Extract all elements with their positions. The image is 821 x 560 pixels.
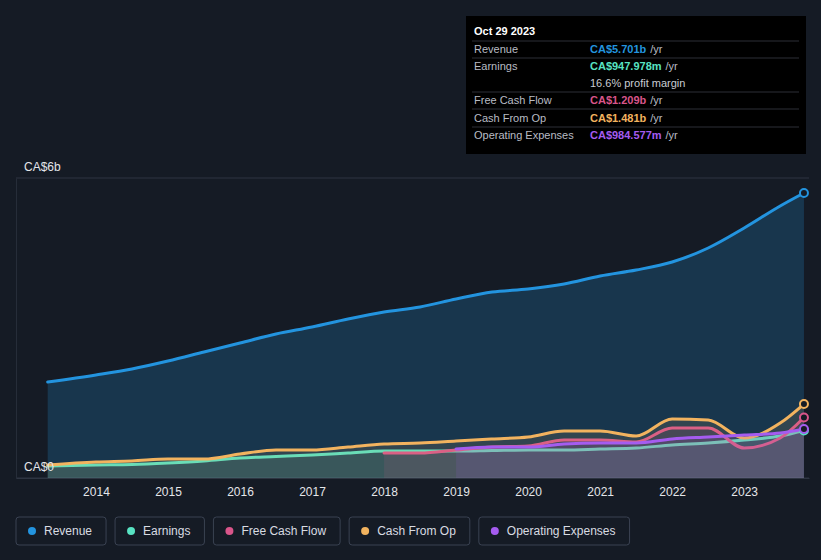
legend-label: Cash From Op [377, 524, 456, 538]
x-tick: 2020 [515, 478, 542, 499]
x-axis-line [17, 478, 810, 479]
tooltip-unit: /yr [650, 112, 663, 124]
grid-line [16, 178, 809, 179]
legend-swatch [127, 527, 135, 535]
x-tick: 2019 [443, 478, 470, 499]
plot-area [48, 189, 808, 478]
x-tick-label: 2018 [371, 485, 398, 499]
tooltip-separator [472, 92, 799, 93]
y-tick-label: CA$0 [24, 460, 54, 474]
legend-button[interactable] [115, 517, 204, 545]
tooltip-label: Operating Expenses [474, 129, 574, 141]
legend-item[interactable]: Operating Expenses [479, 517, 630, 545]
tooltip-value: CA$1.481b/yr [590, 112, 663, 124]
tooltip-unit: /yr [650, 43, 663, 55]
tooltip-label: Earnings [474, 60, 518, 72]
chart: 2014 2015 2016 2017 2018 2019 2020 2021 2022 2023… [0, 0, 821, 560]
legend-label: Free Cash Flow [241, 524, 326, 538]
x-tick-label: 2016 [227, 485, 254, 499]
tooltip-label: Cash From Op [474, 112, 546, 124]
end-marker [800, 400, 808, 408]
legend: Revenue Earnings Free Cash Flow Cash From O… [16, 517, 630, 545]
x-tick-label: 2017 [299, 485, 326, 499]
x-tick-label: 2015 [155, 485, 182, 499]
x-tick: 2015 [155, 478, 182, 499]
x-tick: 2023 [731, 478, 758, 499]
legend-button[interactable] [479, 517, 630, 545]
legend-button[interactable] [213, 517, 340, 545]
legend-item[interactable]: Earnings [115, 517, 204, 545]
x-tick-label: 2014 [83, 485, 110, 499]
tooltip-separator [472, 127, 799, 128]
tooltip-unit: /yr [666, 129, 679, 141]
end-marker [800, 189, 808, 197]
tooltip-margin: 16.6% profit margin [590, 77, 685, 89]
y-axis: CA$0 CA$6b [16, 160, 61, 478]
x-tick: 2021 [587, 478, 614, 499]
x-tick-label: 2023 [731, 485, 758, 499]
series-area [48, 404, 804, 478]
legend-item[interactable]: Free Cash Flow [213, 517, 340, 545]
series-line [48, 193, 804, 382]
tooltip-separator [472, 41, 799, 42]
x-tick: 2016 [227, 478, 254, 499]
tooltip-unit: /yr [666, 60, 679, 72]
tooltip-value-text: CA$984.577m [590, 129, 662, 141]
tooltip-value-text: CA$1.209b [590, 94, 647, 106]
tooltip-value: CA$1.209b/yr [590, 94, 663, 106]
y-axis-line [16, 179, 17, 479]
tooltip-value: CA$984.577m/yr [590, 129, 678, 141]
x-tick: 2014 [83, 478, 110, 499]
y-tick: CA$0 [16, 460, 54, 478]
legend-swatch [361, 527, 369, 535]
tooltip-value-text: CA$5.701b [590, 43, 647, 55]
legend-button[interactable] [349, 517, 470, 545]
tooltip-separator [472, 109, 799, 110]
tooltip: Oct 29 2023 Revenue CA$5.701b/yr Earnings CA… [466, 16, 806, 154]
series-area [48, 193, 804, 478]
legend-label: Revenue [44, 524, 92, 538]
tooltip-value-text: CA$947.978m [590, 60, 662, 72]
legend-swatch [491, 527, 499, 535]
legend-swatch [225, 527, 233, 535]
legend-label: Operating Expenses [507, 524, 616, 538]
x-tick-label: 2021 [587, 485, 614, 499]
y-tick: CA$6b [16, 160, 61, 178]
tooltip-label: Revenue [474, 43, 518, 55]
end-marker [800, 414, 808, 422]
y-tick-label: CA$6b [24, 160, 61, 174]
series-line [456, 429, 804, 449]
tooltip-value: CA$947.978m/yr [590, 60, 678, 72]
tooltip-unit: /yr [650, 94, 663, 106]
tooltip-date: Oct 29 2023 [474, 25, 535, 37]
tooltip-value: CA$5.701b/yr [590, 43, 663, 55]
tooltip-box [466, 16, 806, 154]
x-tick-label: 2022 [659, 485, 686, 499]
tooltip-value-text: CA$1.481b [590, 112, 647, 124]
legend-item[interactable]: Revenue [16, 517, 106, 545]
end-marker [800, 425, 808, 433]
x-axis: 2014 2015 2016 2017 2018 2019 2020 2021 2022 2023 [17, 478, 810, 499]
x-tick: 2018 [371, 478, 398, 499]
series-area [456, 429, 804, 478]
tooltip-separator [472, 58, 799, 59]
tooltip-label: Free Cash Flow [474, 94, 552, 106]
x-tick: 2022 [659, 478, 686, 499]
legend-label: Earnings [143, 524, 190, 538]
legend-button[interactable] [16, 517, 106, 545]
legend-swatch [28, 527, 36, 535]
x-tick-label: 2020 [515, 485, 542, 499]
x-tick-label: 2019 [443, 485, 470, 499]
x-tick: 2017 [299, 478, 326, 499]
background [0, 0, 821, 560]
legend-item[interactable]: Cash From Op [349, 517, 470, 545]
grid [16, 178, 809, 478]
